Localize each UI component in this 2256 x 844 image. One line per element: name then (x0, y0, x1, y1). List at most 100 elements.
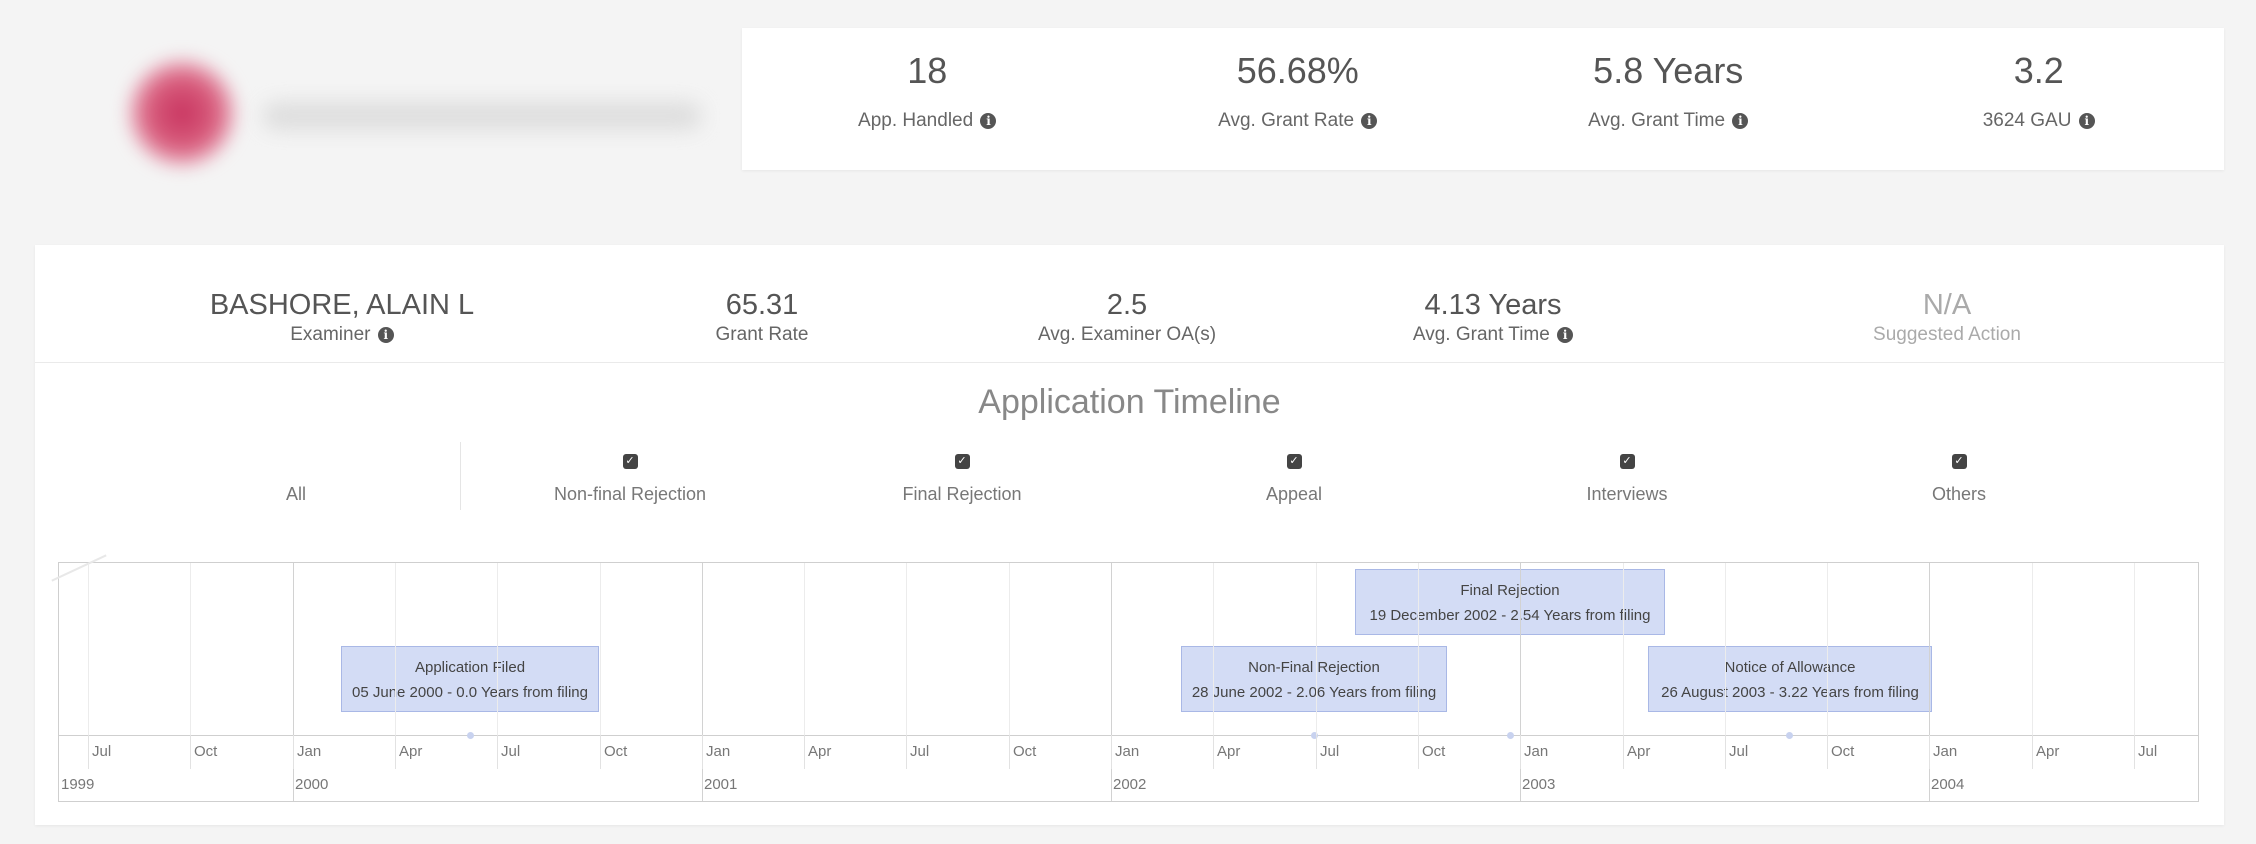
suggested-action-stat: N/A Suggested Action (1767, 289, 2127, 346)
month-tick (1111, 735, 1112, 769)
event-title: Non-Final Rejection (1248, 659, 1380, 676)
filter-non-final-rejection[interactable]: ✓ Non-final Rejection (480, 440, 780, 505)
month-label: Jul (92, 743, 112, 760)
month-label: Apr (1627, 743, 1651, 760)
stat-value: 18 (907, 50, 948, 91)
info-icon[interactable]: i (377, 327, 394, 343)
event-notice-of-allowance[interactable]: Notice of Allowance 26 August 2003 - 3.2… (1648, 646, 1932, 712)
checkbox-checked-icon[interactable]: ✓ (1619, 454, 1635, 469)
art-unit-stats: 18 App. Handled i 56.68% Avg. Grant Rate… (742, 28, 2224, 170)
month-label: Oct (1831, 743, 1855, 760)
suggested-action-label: Suggested Action (1873, 324, 2021, 345)
info-icon[interactable]: i (1732, 113, 1749, 129)
event-detail: 26 August 2003 - 3.22 Years from filing (1661, 684, 1919, 701)
info-icon[interactable]: i (980, 113, 997, 129)
filter-appeal[interactable]: ✓ Appeal (1144, 440, 1444, 505)
month-gridline (190, 563, 191, 735)
filter-interviews[interactable]: ✓ Interviews (1477, 440, 1777, 505)
grant-rate-label: Grant Rate (715, 324, 809, 345)
event-marker (1311, 732, 1318, 739)
info-icon[interactable]: i (1361, 113, 1378, 129)
year-gridline (1111, 563, 1112, 801)
month-gridline (906, 563, 907, 735)
event-application-filed[interactable]: Application Filed 05 June 2000 - 0.0 Yea… (341, 646, 599, 712)
month-label: Jul (1320, 743, 1340, 760)
year-gridline (293, 563, 294, 801)
year-gridline (702, 563, 703, 801)
month-label: Oct (604, 743, 628, 760)
event-non-final-rejection[interactable]: Non-Final Rejection 28 June 2002 - 2.06 … (1181, 646, 1447, 712)
checkbox-checked-icon[interactable]: ✓ (1286, 454, 1302, 469)
year-gridline (1929, 563, 1930, 801)
event-title: Notice of Allowance (1724, 659, 1856, 676)
stat-app-handled: 18 App. Handled i (742, 28, 1113, 170)
month-label: Jan (1115, 743, 1140, 760)
month-gridline (1418, 563, 1419, 735)
stat-label: Avg. Grant Rate (1218, 110, 1355, 131)
filter-label: All (285, 484, 306, 504)
month-gridline (1009, 563, 1010, 735)
month-gridline (600, 563, 601, 735)
checkbox-checked-icon[interactable]: ✓ (1951, 454, 1967, 469)
month-label: Jul (501, 743, 521, 760)
year-label: 2001 (704, 776, 738, 793)
stat-value: 56.68% (1236, 50, 1359, 91)
month-tick (1623, 735, 1624, 769)
month-label: Jan (706, 743, 731, 760)
month-gridline (1827, 563, 1828, 735)
month-label: Jul (2138, 743, 2158, 760)
event-marker (1786, 732, 1793, 739)
month-gridline (88, 563, 89, 735)
timeline-edge-mark (51, 554, 107, 582)
stat-avg-grant-rate: 56.68% Avg. Grant Rate i (1113, 28, 1484, 170)
month-tick (804, 735, 805, 769)
checkbox-checked-icon[interactable]: ✓ (954, 454, 970, 469)
month-label: Jan (297, 743, 322, 760)
filter-label: Others (1931, 484, 1987, 504)
year-label: 2004 (1931, 776, 1965, 793)
month-gridline (804, 563, 805, 735)
avg-oa-stat: 2.5 Avg. Examiner OA(s) (947, 289, 1307, 346)
month-label: Jan (1524, 743, 1549, 760)
event-final-rejection[interactable]: Final Rejection 19 December 2002 - 2.54 … (1355, 569, 1665, 635)
month-tick (497, 735, 498, 769)
year-label: 2003 (1522, 776, 1556, 793)
month-label: Jul (910, 743, 930, 760)
timeline-axis-line (59, 735, 2198, 736)
examiner-name-stat: BASHORE, ALAIN L Examiner i (162, 289, 522, 346)
filter-label: Appeal (1265, 484, 1323, 504)
month-gridline (2032, 563, 2033, 735)
month-gridline (1316, 563, 1317, 735)
month-gridline (1725, 563, 1726, 735)
stat-label: App. Handled (858, 110, 974, 131)
company-logo (22, 20, 742, 200)
checkbox-checked-icon[interactable]: ✓ (622, 454, 638, 469)
month-gridline (2134, 563, 2135, 735)
application-timeline[interactable]: Application Filed 05 June 2000 - 0.0 Yea… (51, 554, 2199, 802)
stat-label: 3624 GAU (1982, 110, 2072, 131)
event-detail: 05 June 2000 - 0.0 Years from filing (352, 684, 588, 701)
month-tick (1009, 735, 1010, 769)
grant-rate-value: 65.31 (725, 289, 799, 321)
filter-final-rejection[interactable]: ✓ Final Rejection (812, 440, 1112, 505)
month-tick (2134, 735, 2135, 769)
avg-grant-time-stat: 4.13 Years Avg. Grant Time i (1313, 289, 1673, 346)
month-tick (600, 735, 601, 769)
info-icon[interactable]: i (2078, 113, 2095, 129)
year-label: 2002 (1113, 776, 1147, 793)
month-label: Apr (399, 743, 423, 760)
month-label: Oct (1013, 743, 1037, 760)
event-marker (1507, 732, 1514, 739)
info-icon[interactable]: i (1557, 327, 1574, 343)
year-label: 2000 (295, 776, 329, 793)
filter-all[interactable]: All (146, 440, 446, 505)
event-detail: 28 June 2002 - 2.06 Years from filing (1191, 684, 1437, 701)
filter-label: Interviews (1586, 484, 1668, 504)
month-label: Apr (808, 743, 832, 760)
filter-label: Non-final Rejection (553, 484, 707, 504)
month-tick (1929, 735, 1930, 769)
month-label: Jul (1729, 743, 1749, 760)
timeline-filters: All ✓ Non-final Rejection ✓ Final Reject… (35, 440, 2224, 550)
month-tick (906, 735, 907, 769)
filter-others[interactable]: ✓ Others (1809, 440, 2109, 505)
